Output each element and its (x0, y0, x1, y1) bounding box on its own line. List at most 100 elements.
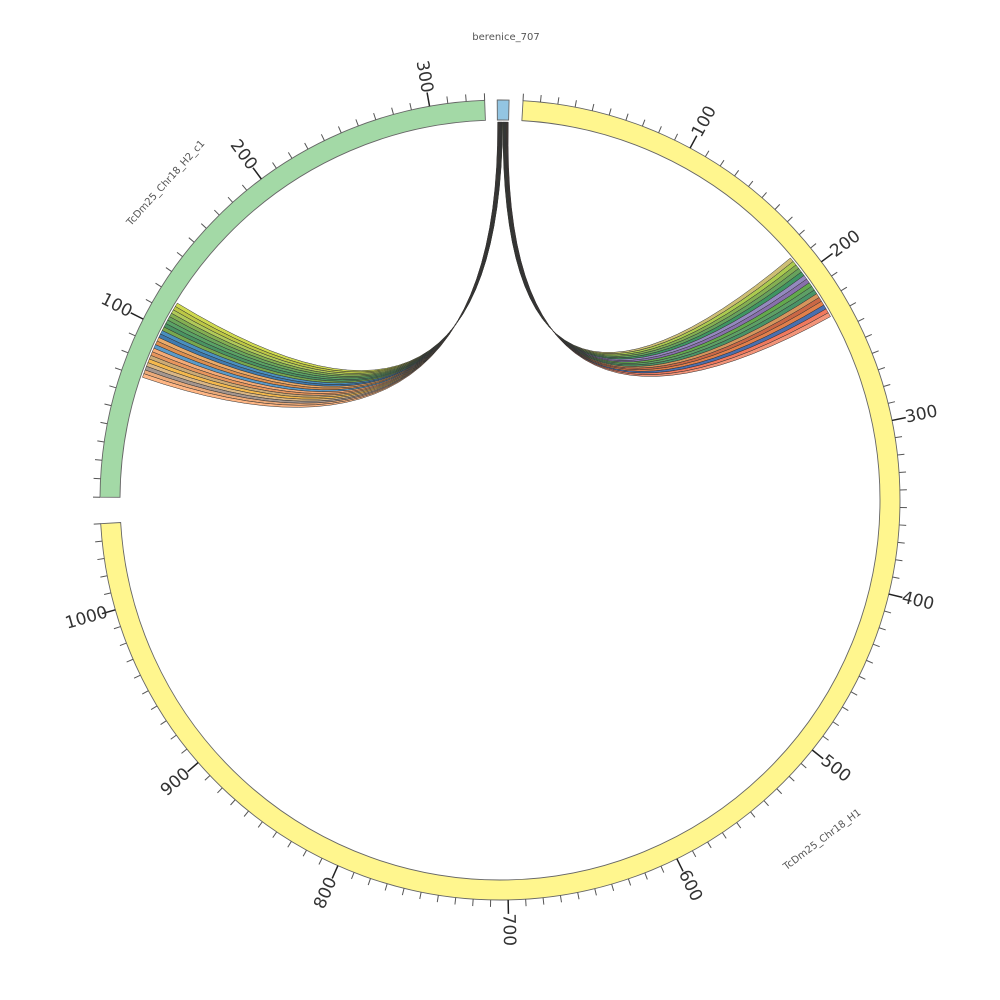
minor-tick (559, 895, 562, 903)
tick-label-h1-300: 300 (904, 401, 940, 427)
minor-tick (160, 720, 167, 726)
minor-tick (446, 96, 449, 104)
link-h1-15 (507, 121, 831, 377)
minor-tick (155, 282, 162, 288)
minor-tick (857, 317, 865, 322)
minor-tick (126, 658, 134, 663)
minor-tick (436, 895, 439, 903)
minor-tick (351, 872, 355, 880)
minor-tick (409, 102, 412, 111)
minor-tick (113, 626, 121, 630)
minor-tick (230, 799, 236, 806)
minor-tick (304, 142, 309, 150)
minor-tick (401, 888, 405, 896)
tick-label-h2-100: 100 (97, 289, 135, 322)
minor-tick (884, 610, 892, 614)
major-tick (689, 135, 698, 149)
major-tick (187, 761, 199, 773)
minor-tick (748, 180, 754, 187)
minor-tick (150, 705, 158, 710)
link-h2-3 (169, 121, 503, 377)
minor-tick (367, 878, 371, 886)
link-h2-2 (171, 121, 503, 376)
major-tick (888, 593, 903, 599)
minor-tick (831, 271, 838, 277)
minor-tick (272, 162, 277, 169)
minor-tick (104, 403, 112, 407)
tick-label-h2-200: 200 (226, 136, 261, 174)
segment-label-h1: TcDm25_Chr18_H1 (781, 807, 864, 873)
major-tick (130, 312, 144, 320)
minor-tick (302, 849, 307, 857)
minor-tick (419, 892, 422, 900)
minor-tick (318, 858, 323, 865)
minor-tick (897, 541, 905, 544)
minor-tick (625, 113, 629, 121)
minor-tick (287, 841, 292, 848)
minor-tick (119, 642, 127, 647)
major-tick (676, 858, 684, 872)
major-tick (811, 749, 824, 760)
minor-tick (707, 841, 712, 849)
tick-label-h1-200: 200 (826, 226, 864, 261)
minor-tick (788, 775, 795, 782)
minor-tick (871, 350, 879, 354)
minor-tick (542, 897, 545, 905)
minor-tick (865, 333, 872, 338)
minor-tick (272, 831, 278, 838)
link-h1-14 (507, 121, 829, 375)
minor-tick (165, 267, 172, 272)
minor-tick (337, 126, 342, 134)
minor-tick (822, 735, 829, 741)
tick-label-h1-500: 500 (817, 751, 855, 787)
tick-label-h1-400: 400 (900, 588, 936, 615)
minor-tick (660, 865, 665, 873)
minor-tick (674, 133, 679, 141)
segments-layer (99, 99, 901, 901)
minor-tick (114, 367, 122, 371)
minor-tick (895, 559, 903, 562)
minor-tick (145, 298, 153, 304)
minor-tick (204, 775, 211, 781)
minor-tick (241, 184, 248, 191)
minor-tick (384, 883, 388, 891)
minor-tick (454, 897, 457, 905)
major-tick (252, 167, 262, 180)
minor-tick (557, 97, 560, 105)
segment-label-h2: TcDm25_Chr18_H2_c1 (124, 138, 207, 229)
minor-tick (763, 800, 769, 807)
minor-tick (188, 237, 195, 243)
segment-berenice (496, 99, 510, 121)
minor-tick (181, 748, 188, 754)
minor-tick (287, 152, 293, 159)
minor-tick (627, 878, 632, 886)
minor-tick (133, 674, 141, 679)
minor-tick (355, 119, 359, 127)
major-tick (101, 609, 116, 615)
minor-tick (858, 675, 866, 680)
minor-tick (94, 459, 103, 461)
minor-tick (227, 196, 234, 203)
minor-tick (213, 209, 220, 216)
major-tick (426, 92, 431, 107)
minor-tick (704, 150, 710, 157)
minor-tick (842, 706, 849, 712)
minor-tick (641, 119, 646, 127)
minor-tick (128, 332, 136, 337)
minor-tick (591, 103, 595, 111)
minor-tick (243, 810, 249, 817)
minor-tick (644, 872, 648, 880)
links-layer (142, 121, 831, 408)
minor-tick (217, 787, 223, 794)
minor-tick (734, 170, 740, 177)
minor-tick (800, 763, 807, 769)
minor-tick (373, 112, 377, 120)
major-tick (820, 252, 834, 263)
minor-tick (719, 159, 725, 167)
minor-tick (883, 384, 891, 387)
minor-tick (109, 385, 117, 389)
minor-tick (878, 367, 886, 371)
minor-tick (892, 576, 900, 579)
minor-tick (776, 788, 783, 795)
